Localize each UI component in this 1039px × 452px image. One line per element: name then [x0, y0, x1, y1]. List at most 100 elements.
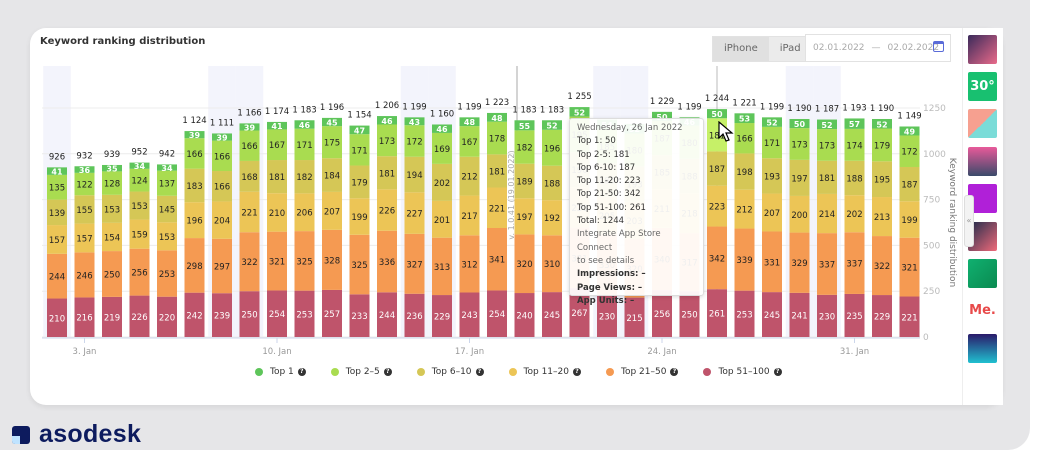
- legend-item-top51-100[interactable]: Top 51–100?: [703, 367, 782, 377]
- bar-segment-top6-10: [707, 151, 727, 186]
- bar-value-label: 52: [574, 108, 585, 117]
- bar-value-label: 217: [461, 212, 477, 222]
- legend-item-top21-50[interactable]: Top 21–50?: [605, 367, 679, 377]
- bar-segment-top51-100: [129, 295, 150, 337]
- bar-segment-top2-5: [239, 130, 260, 161]
- bar-value-label: 310: [544, 260, 560, 270]
- bar-segment-top6-10: [377, 156, 397, 190]
- collapse-sidebar-handle[interactable]: «: [964, 195, 974, 247]
- bar-segment-top11-20: [514, 198, 535, 235]
- device-iphone-button[interactable]: iPhone: [713, 37, 769, 61]
- bar-segment-top2-5: [267, 129, 287, 161]
- bar-value-label: 210: [49, 314, 65, 324]
- bar-value-label: 157: [49, 236, 65, 246]
- bar-segment-top2-5: [432, 132, 452, 164]
- app-icon-30-day[interactable]: 30°: [968, 72, 997, 101]
- bar-total-label: 1 190: [787, 104, 811, 114]
- bar-total-label: 1 244: [705, 94, 729, 104]
- bar-value-label: 187: [901, 181, 917, 191]
- bar-segment-top21-50: [157, 250, 177, 297]
- app-icon-waist[interactable]: [968, 334, 997, 363]
- bar-value-label: 202: [434, 179, 450, 189]
- bar-value-label: 39: [189, 131, 201, 140]
- bar-total-label: 1 187: [815, 105, 839, 115]
- bar-value-label: 183: [186, 182, 202, 192]
- calendar-icon[interactable]: [933, 41, 944, 52]
- bar-value-label: 243: [461, 311, 477, 321]
- bar-segment-top1: [734, 113, 755, 124]
- bar-value-label: 240: [516, 312, 532, 322]
- bar-value-label: 250: [241, 311, 257, 321]
- bar-total-label: 1 160: [430, 109, 454, 119]
- app-icon-abs[interactable]: [968, 147, 997, 176]
- bar-segment-top21-50: [377, 230, 397, 293]
- tooltip-line: Top 51-100: 261: [577, 202, 646, 213]
- bar-segment-top1: [267, 121, 287, 130]
- app-icon-fitness-legs[interactable]: [968, 35, 997, 64]
- bar-value-label: 196: [544, 144, 560, 154]
- bar-value-label: 57: [849, 120, 860, 129]
- bar-segment-top2-5: [212, 140, 232, 172]
- bar-value-label: 229: [874, 313, 890, 323]
- bar-segment-top11-20: [762, 193, 782, 232]
- help-icon[interactable]: ?: [475, 368, 484, 376]
- bar-segment-top21-50: [514, 234, 535, 294]
- bar-value-label: 41: [51, 168, 63, 177]
- bar-segment-top51-100: [267, 290, 287, 337]
- tooltip-metric: Impressions: –: [577, 269, 646, 280]
- bar-value-label: 46: [299, 121, 311, 130]
- bar-value-label: 256: [654, 310, 670, 320]
- device-ipad-button[interactable]: iPad: [779, 43, 801, 54]
- bar-value-label: 215: [626, 314, 642, 324]
- help-icon[interactable]: ?: [670, 368, 679, 376]
- legend-item-top2-5[interactable]: Top 2–5?: [330, 367, 392, 377]
- bar-value-label: 39: [244, 123, 256, 132]
- help-icon[interactable]: ?: [297, 368, 306, 376]
- bar-segment-top21-50: [294, 231, 315, 291]
- app-icon-green-f[interactable]: [968, 259, 997, 288]
- date-range-picker[interactable]: 02.01.2022 — 02.02.2022: [805, 34, 951, 62]
- bar-segment-top21-50: [184, 238, 205, 293]
- bar-segment-top1: [844, 118, 865, 129]
- bar-segment-top6-10: [157, 195, 177, 223]
- bar-value-label: 328: [324, 256, 340, 266]
- bar-value-label: 321: [269, 258, 285, 268]
- help-icon[interactable]: ?: [383, 368, 392, 376]
- legend-item-top6-10[interactable]: Top 6–10?: [416, 367, 484, 377]
- bar-value-label: 173: [819, 141, 835, 151]
- bar-value-label: 36: [79, 166, 91, 175]
- version-label: v. 1.0.41 (19.01.2022): [507, 150, 516, 239]
- bar-segment-top11-20: [267, 193, 287, 232]
- legend-item-top11-20[interactable]: Top 11–20?: [508, 367, 581, 377]
- help-icon[interactable]: ?: [773, 368, 782, 376]
- legend-label: Top 6–10: [431, 367, 472, 377]
- bar-segment-top21-50: [459, 235, 480, 293]
- bar-value-label: 50: [711, 110, 723, 119]
- bar-segment-top51-100: [899, 296, 920, 337]
- bar-segment-top2-5: [487, 121, 507, 155]
- bar-segment-top1: [899, 126, 920, 136]
- bar-segment-top51-100: [212, 293, 232, 337]
- bar-segment-top11-20: [432, 200, 452, 238]
- bar-value-label: 188: [846, 174, 862, 184]
- bar-segment-top2-5: [404, 125, 425, 157]
- legend-item-top1[interactable]: Top 1?: [255, 367, 306, 377]
- help-icon[interactable]: ?: [572, 368, 581, 376]
- app-icon-me[interactable]: Me.: [969, 303, 996, 318]
- bar-value-label: 245: [764, 311, 780, 321]
- bar-segment-top2-5: [184, 138, 205, 169]
- bar-value-label: 167: [461, 138, 477, 148]
- bar-value-label: 188: [544, 179, 560, 189]
- bar-value-label: 219: [104, 313, 120, 323]
- bar-value-label: 139: [49, 209, 65, 219]
- app-icon-geometric[interactable]: [968, 109, 997, 138]
- bar-value-label: 192: [544, 214, 560, 224]
- bar-total-label: 1 166: [237, 108, 261, 118]
- bar-segment-top6-10: [487, 154, 507, 188]
- bar-value-label: 337: [846, 260, 862, 270]
- bar-total-label: 1 229: [650, 97, 674, 107]
- bar-segment-top51-100: [597, 294, 617, 337]
- bar-segment-top2-5: [459, 126, 480, 157]
- bar-segment-top21-50: [762, 231, 782, 293]
- tooltip-metric: Page Views: –: [577, 282, 643, 293]
